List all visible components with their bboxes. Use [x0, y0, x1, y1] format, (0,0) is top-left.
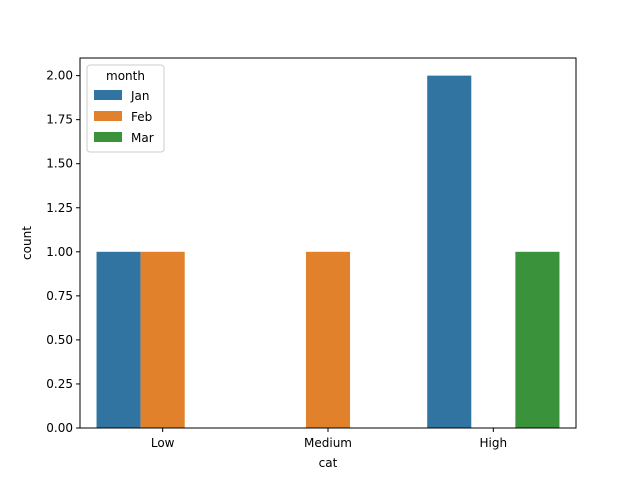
x-axis-ticks: Low Medium High — [151, 428, 507, 450]
y-tick-label: 0.75 — [46, 289, 73, 303]
y-tick-label: 2.00 — [46, 69, 73, 83]
y-tick-label: 0.25 — [46, 377, 73, 391]
y-tick-label: 1.00 — [46, 245, 73, 259]
plot-frame — [79, 57, 577, 429]
bar-jan-low — [96, 251, 141, 428]
legend-swatch-jan — [94, 90, 122, 100]
y-tick-label: 1.75 — [46, 113, 73, 127]
legend-label-feb: Feb — [131, 110, 152, 124]
y-tick-label: 1.50 — [46, 157, 73, 171]
bar-mar-high — [515, 251, 560, 428]
y-axis-label: count — [20, 226, 34, 260]
y-tick-label: 0.50 — [46, 333, 73, 347]
y-tick-label: 0.00 — [46, 421, 73, 435]
y-axis-ticks: 0.00 0.25 0.50 0.75 1.00 1.25 1.50 1.75 2.00 — [46, 69, 80, 435]
legend: month Jan Feb Mar — [86, 64, 165, 153]
x-axis-label: cat — [319, 456, 338, 470]
legend-label-jan: Jan — [130, 89, 150, 103]
bar-feb-medium — [305, 251, 351, 428]
legend-label-mar: Mar — [131, 131, 154, 145]
bar-feb-low — [140, 251, 185, 428]
y-tick-label: 1.25 — [46, 201, 73, 215]
legend-box — [86, 64, 165, 153]
legend-swatch-mar — [94, 132, 122, 142]
legend-swatch-feb — [94, 111, 122, 121]
x-tick-label-high: High — [480, 436, 508, 450]
legend-title: month — [106, 69, 145, 83]
bars-group — [96, 75, 560, 428]
bar-jan-high — [427, 75, 472, 428]
x-tick-label-low: Low — [151, 436, 175, 450]
x-tick-label-medium: Medium — [304, 436, 352, 450]
